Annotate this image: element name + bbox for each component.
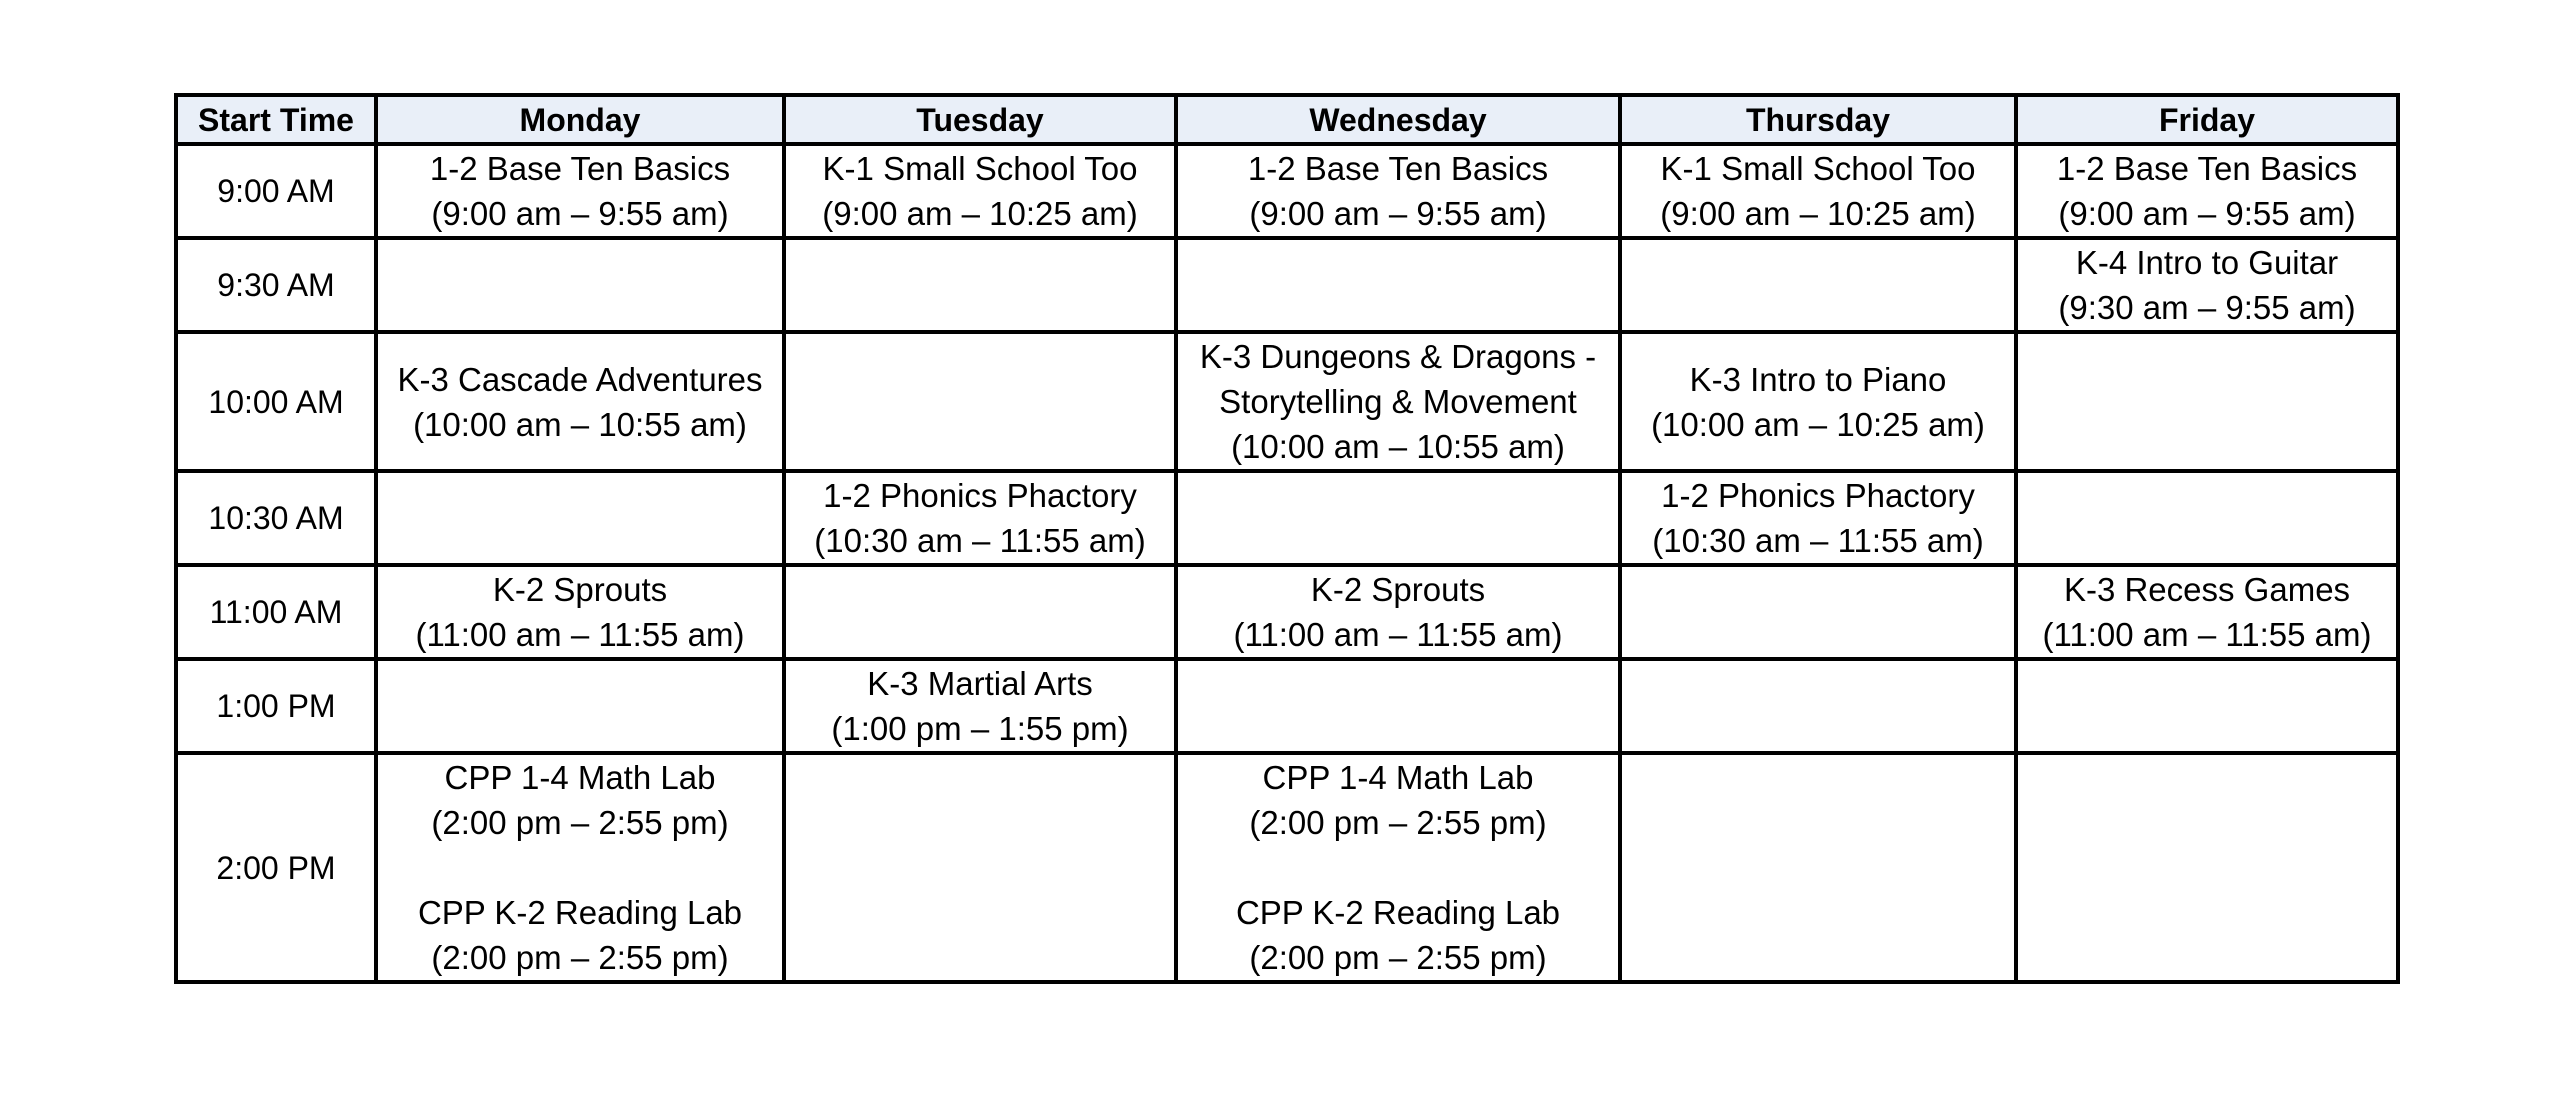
class-session: CPP K-2 Reading Lab (2:00 pm – 2:55 pm) — [417, 894, 743, 976]
cell-wednesday-2-00-pm: CPP 1-4 Math Lab (2:00 pm – 2:55 pm) CPP … — [1174, 751, 1622, 984]
cell-friday-10-00-am — [2014, 330, 2400, 473]
column-header-friday: Friday — [2014, 93, 2400, 146]
class-session: 1-2 Base Ten Basics (9:00 am – 9:55 am) — [1247, 150, 1549, 232]
start-time-label-10-00-am: 10:00 AM — [174, 330, 378, 473]
cell-monday-11-00-am: K-2 Sprouts (11:00 am – 11:55 am) — [374, 563, 786, 661]
cell-monday-9-30-am — [374, 236, 786, 334]
class-session: K-1 Small School Too (9:00 am – 10:25 am… — [822, 150, 1138, 232]
class-session: 1-2 Base Ten Basics (9:00 am – 9:55 am) — [2056, 150, 2358, 232]
cell-wednesday-10-00-am: K-3 Dungeons & Dragons - Storytelling & … — [1174, 330, 1622, 473]
column-header-thursday: Thursday — [1618, 93, 2018, 146]
schedule-row-9-00-am: 9:00 AM 1-2 Base Ten Basics (9:00 am – 9:… — [174, 142, 2400, 240]
class-session: 1-2 Phonics Phactory (10:30 am – 11:55 a… — [814, 477, 1146, 559]
header-row: Start Time Monday Tuesday Wednesday Thur… — [174, 93, 2400, 146]
class-session: CPP 1-4 Math Lab (2:00 pm – 2:55 pm) — [1249, 759, 1547, 841]
column-header-monday: Monday — [374, 93, 786, 146]
start-time-label-10-30-am: 10:30 AM — [174, 469, 378, 567]
cell-tuesday-9-30-am — [782, 236, 1178, 334]
cell-monday-9-00-am: 1-2 Base Ten Basics (9:00 am – 9:55 am) — [374, 142, 786, 240]
schedule-body: 9:00 AM 1-2 Base Ten Basics (9:00 am – 9:… — [174, 142, 2400, 984]
class-session: K-3 Martial Arts (1:00 pm – 1:55 pm) — [831, 665, 1129, 747]
cell-thursday-11-00-am — [1618, 563, 2018, 661]
schedule-row-10-00-am: 10:00 AM K-3 Cascade Adventures (10:00 am… — [174, 330, 2400, 473]
cell-friday-9-00-am: 1-2 Base Ten Basics (9:00 am – 9:55 am) — [2014, 142, 2400, 240]
class-session: K-2 Sprouts (11:00 am – 11:55 am) — [1233, 571, 1563, 653]
schedule-row-10-30-am: 10:30 AM 1-2 Phonics Phactory (10:30 am –… — [174, 469, 2400, 567]
class-session: CPP 1-4 Math Lab (2:00 pm – 2:55 pm) — [431, 759, 729, 841]
cell-friday-2-00-pm — [2014, 751, 2400, 984]
cell-friday-11-00-am: K-3 Recess Games (11:00 am – 11:55 am) — [2014, 563, 2400, 661]
cell-monday-10-30-am — [374, 469, 786, 567]
class-session: K-3 Dungeons & Dragons - Storytelling & … — [1199, 338, 1597, 465]
cell-wednesday-9-00-am: 1-2 Base Ten Basics (9:00 am – 9:55 am) — [1174, 142, 1622, 240]
start-time-label-9-30-am: 9:30 AM — [174, 236, 378, 334]
schedule-row-9-30-am: 9:30 AM K-4 Intro to Guitar (9:30 am – 9:… — [174, 236, 2400, 334]
column-header-start-time: Start Time — [174, 93, 378, 146]
cell-tuesday-10-30-am: 1-2 Phonics Phactory (10:30 am – 11:55 a… — [782, 469, 1178, 567]
schedule-table: Start Time Monday Tuesday Wednesday Thur… — [174, 93, 2400, 984]
class-session: 1-2 Base Ten Basics (9:00 am – 9:55 am) — [429, 150, 731, 232]
cell-tuesday-11-00-am — [782, 563, 1178, 661]
cell-thursday-10-30-am: 1-2 Phonics Phactory (10:30 am – 11:55 a… — [1618, 469, 2018, 567]
column-header-wednesday: Wednesday — [1174, 93, 1622, 146]
cell-monday-1-00-pm — [374, 657, 786, 755]
cell-thursday-9-00-am: K-1 Small School Too (9:00 am – 10:25 am… — [1618, 142, 2018, 240]
cell-monday-10-00-am: K-3 Cascade Adventures (10:00 am – 10:55… — [374, 330, 786, 473]
cell-wednesday-1-00-pm — [1174, 657, 1622, 755]
cell-tuesday-9-00-am: K-1 Small School Too (9:00 am – 10:25 am… — [782, 142, 1178, 240]
cell-wednesday-11-00-am: K-2 Sprouts (11:00 am – 11:55 am) — [1174, 563, 1622, 661]
cell-tuesday-2-00-pm — [782, 751, 1178, 984]
class-session: K-3 Cascade Adventures (10:00 am – 10:55… — [397, 360, 763, 443]
cell-thursday-2-00-pm — [1618, 751, 2018, 984]
class-session: K-3 Recess Games (11:00 am – 11:55 am) — [2042, 571, 2372, 653]
cell-tuesday-1-00-pm: K-3 Martial Arts (1:00 pm – 1:55 pm) — [782, 657, 1178, 755]
cell-thursday-9-30-am — [1618, 236, 2018, 334]
schedule-row-2-00-pm: 2:00 PM CPP 1-4 Math Lab (2:00 pm – 2:55 … — [174, 751, 2400, 984]
cell-wednesday-10-30-am — [1174, 469, 1622, 567]
class-session: K-1 Small School Too (9:00 am – 10:25 am… — [1660, 150, 1976, 232]
class-session: 1-2 Phonics Phactory (10:30 am – 11:55 a… — [1652, 477, 1984, 559]
schedule-row-1-00-pm: 1:00 PM K-3 Martial Arts (1:00 pm – 1:55 … — [174, 657, 2400, 755]
cell-wednesday-9-30-am — [1174, 236, 1622, 334]
start-time-label-1-00-pm: 1:00 PM — [174, 657, 378, 755]
class-session: K-3 Intro to Piano (10:00 am – 10:25 am) — [1651, 360, 1985, 443]
cell-thursday-10-00-am: K-3 Intro to Piano (10:00 am – 10:25 am) — [1618, 330, 2018, 473]
cell-friday-9-30-am: K-4 Intro to Guitar (9:30 am – 9:55 am) — [2014, 236, 2400, 334]
class-session: K-2 Sprouts (11:00 am – 11:55 am) — [415, 571, 745, 653]
cell-friday-10-30-am — [2014, 469, 2400, 567]
start-time-label-9-00-am: 9:00 AM — [174, 142, 378, 240]
column-header-tuesday: Tuesday — [782, 93, 1178, 146]
class-session: CPP K-2 Reading Lab (2:00 pm – 2:55 pm) — [1235, 894, 1561, 976]
start-time-label-2-00-pm: 2:00 PM — [174, 751, 378, 984]
cell-monday-2-00-pm: CPP 1-4 Math Lab (2:00 pm – 2:55 pm) CPP … — [374, 751, 786, 984]
cell-thursday-1-00-pm — [1618, 657, 2018, 755]
cell-friday-1-00-pm — [2014, 657, 2400, 755]
class-session: K-4 Intro to Guitar (9:30 am – 9:55 am) — [2058, 244, 2356, 326]
schedule-header: Start Time Monday Tuesday Wednesday Thur… — [174, 93, 2400, 146]
schedule-row-11-00-am: 11:00 AM K-2 Sprouts (11:00 am – 11:55 am… — [174, 563, 2400, 661]
cell-tuesday-10-00-am — [782, 330, 1178, 473]
start-time-label-11-00-am: 11:00 AM — [174, 563, 378, 661]
